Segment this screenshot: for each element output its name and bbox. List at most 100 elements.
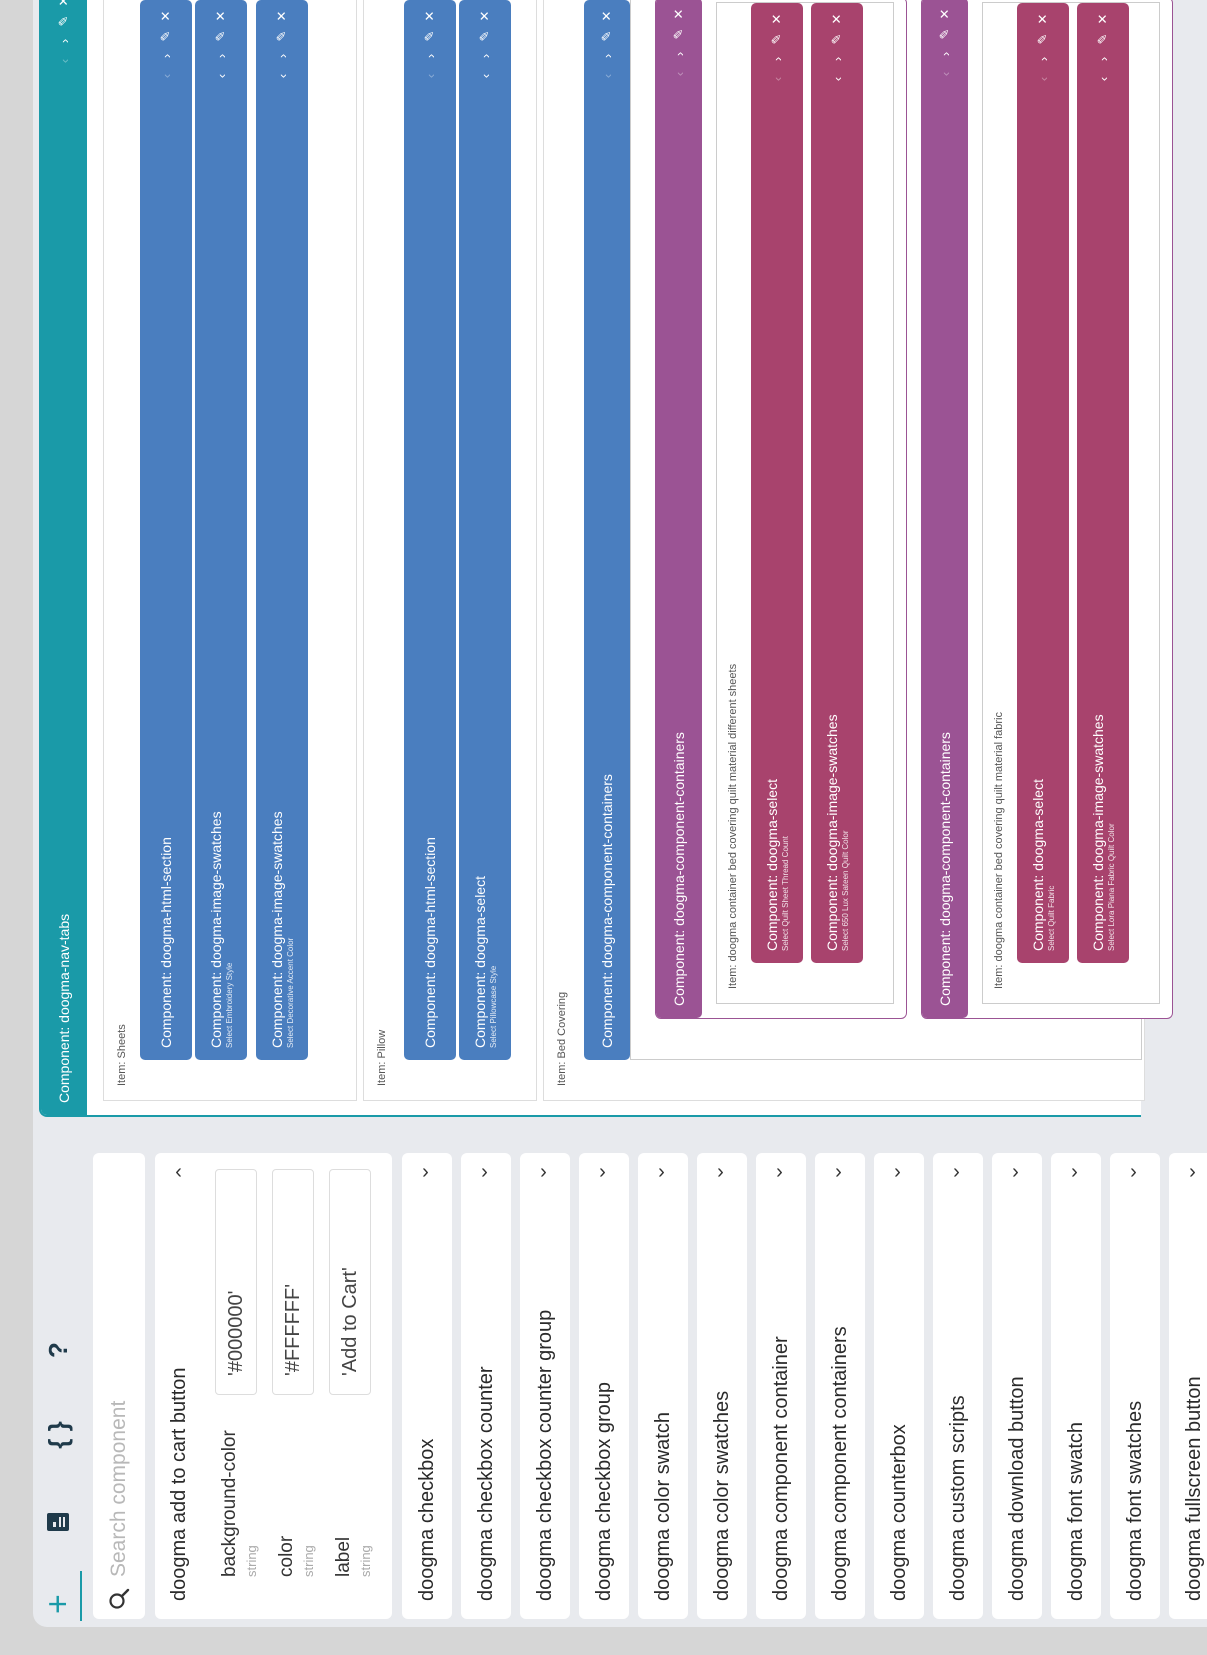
prev-arrow-icon[interactable]: ‹ xyxy=(422,73,438,79)
child-component-header[interactable]: Component: doogma-select Select Quilt She… xyxy=(751,3,803,963)
prev-arrow-icon[interactable]: ‹ xyxy=(599,73,615,79)
close-icon[interactable]: ✕ xyxy=(422,10,437,22)
edit-icon[interactable]: ✎ xyxy=(599,30,614,42)
component-card[interactable]: doogma checkbox › xyxy=(402,1153,452,1619)
component-card[interactable]: doogma checkbox group › xyxy=(579,1153,629,1619)
child-component-header[interactable]: Component: doogma-image-swatches Select 6… xyxy=(811,3,863,963)
next-arrow-icon[interactable]: › xyxy=(671,51,687,57)
close-icon[interactable]: ✕ xyxy=(56,0,71,7)
prev-arrow-icon[interactable]: ‹ xyxy=(829,76,845,82)
component-card[interactable]: doogma color swatches › xyxy=(697,1153,747,1619)
next-arrow-icon[interactable]: › xyxy=(56,38,72,44)
component-card[interactable]: doogma color swatch › xyxy=(638,1153,688,1619)
next-arrow-icon[interactable]: › xyxy=(422,53,438,59)
component-header[interactable]: Component: doogma-component-containers ‹ ›… xyxy=(584,0,630,1060)
component-header[interactable]: Component: doogma-html-section ‹ › ✎ ✕ xyxy=(140,0,192,1060)
next-arrow-icon[interactable]: › xyxy=(937,51,953,57)
close-icon[interactable]: ✕ xyxy=(829,13,844,25)
edit-icon[interactable]: ✎ xyxy=(477,30,492,42)
component-card[interactable]: doogma checkbox counter group › xyxy=(520,1153,570,1619)
help-icon[interactable]: ? xyxy=(42,1342,73,1358)
edit-icon[interactable]: ✎ xyxy=(769,33,784,45)
close-icon[interactable]: ✕ xyxy=(937,8,952,20)
component-header[interactable]: Component: doogma-select Select Pillowcas… xyxy=(459,0,511,1060)
nav-tabs-component[interactable]: Component: doogma-nav-tabs ‹ › ✎ ✕ Item: Shee… xyxy=(39,0,1173,1117)
chevron-icon[interactable]: › xyxy=(835,1160,842,1183)
component-card[interactable]: doogma font swatch › xyxy=(1051,1153,1101,1619)
edit-icon[interactable]: ✎ xyxy=(1095,33,1110,45)
edit-icon[interactable]: ✎ xyxy=(56,15,71,27)
prop-value-field[interactable]: '#000000' xyxy=(215,1169,257,1395)
edit-icon[interactable]: ✎ xyxy=(937,28,952,40)
chevron-icon[interactable]: › xyxy=(599,1160,606,1183)
chevron-icon[interactable]: › xyxy=(658,1160,665,1183)
component-card[interactable]: doogma component containers › xyxy=(815,1153,865,1619)
component-card[interactable]: doogma fullscreen button › xyxy=(1169,1153,1207,1619)
component-card[interactable]: doogma checkbox counter › xyxy=(461,1153,511,1619)
prev-arrow-icon[interactable]: ‹ xyxy=(158,73,174,79)
chevron-icon[interactable]: › xyxy=(481,1160,488,1183)
chevron-icon[interactable]: › xyxy=(894,1160,901,1183)
close-icon[interactable]: ✕ xyxy=(671,8,686,20)
next-arrow-icon[interactable]: › xyxy=(158,53,174,59)
prop-value-field[interactable]: '#FFFFFF' xyxy=(272,1169,314,1395)
close-icon[interactable]: ✕ xyxy=(599,10,614,22)
chevron-icon[interactable]: › xyxy=(1012,1160,1019,1183)
edit-icon[interactable]: ✎ xyxy=(829,33,844,45)
component-card[interactable]: doogma add to cart button › background-col… xyxy=(155,1153,392,1619)
prev-arrow-icon[interactable]: ‹ xyxy=(477,73,493,79)
prev-arrow-icon[interactable]: ‹ xyxy=(1095,76,1111,82)
chevron-icon[interactable]: › xyxy=(776,1160,783,1183)
edit-icon[interactable]: ✎ xyxy=(1035,33,1050,45)
next-arrow-icon[interactable]: › xyxy=(213,53,229,59)
containers-header[interactable]: Component: doogma-component-containers ‹ ›… xyxy=(656,0,702,1018)
close-icon[interactable]: ✕ xyxy=(1035,13,1050,25)
prev-arrow-icon[interactable]: ‹ xyxy=(671,71,687,77)
close-icon[interactable]: ✕ xyxy=(274,10,289,22)
component-card[interactable]: doogma component container › xyxy=(756,1153,806,1619)
chevron-icon[interactable]: › xyxy=(175,1161,182,1184)
edit-icon[interactable]: ✎ xyxy=(671,28,686,40)
containers-component[interactable]: Component: doogma-component-containers ‹ ›… xyxy=(655,0,907,1019)
next-arrow-icon[interactable]: › xyxy=(477,53,493,59)
containers-component[interactable]: Component: doogma-component-containers ‹ ›… xyxy=(921,0,1173,1019)
chevron-icon[interactable]: › xyxy=(1130,1160,1137,1183)
edit-icon[interactable]: ✎ xyxy=(158,30,173,42)
close-icon[interactable]: ✕ xyxy=(158,10,173,22)
edit-icon[interactable]: ✎ xyxy=(422,30,437,42)
add-icon[interactable]: + xyxy=(38,1594,77,1614)
file-icon[interactable] xyxy=(39,1503,77,1541)
next-arrow-icon[interactable]: › xyxy=(1095,56,1111,62)
child-component-header[interactable]: Component: doogma-image-swatches Select L… xyxy=(1077,3,1129,963)
component-header[interactable]: Component: doogma-image-swatches Select E… xyxy=(195,0,247,1060)
prev-arrow-icon[interactable]: ‹ xyxy=(56,58,72,64)
containers-header[interactable]: Component: doogma-component-containers ‹ ›… xyxy=(922,0,968,1018)
code-braces-icon[interactable]: { } xyxy=(42,1421,73,1449)
chevron-icon[interactable]: › xyxy=(953,1160,960,1183)
edit-icon[interactable]: ✎ xyxy=(213,30,228,42)
prev-arrow-icon[interactable]: ‹ xyxy=(1035,76,1051,82)
prev-arrow-icon[interactable]: ‹ xyxy=(769,76,785,82)
next-arrow-icon[interactable]: › xyxy=(829,56,845,62)
nav-tabs-header[interactable]: Component: doogma-nav-tabs ‹ › ✎ ✕ xyxy=(41,0,87,1115)
prev-arrow-icon[interactable]: ‹ xyxy=(274,73,290,79)
close-icon[interactable]: ✕ xyxy=(1095,13,1110,25)
component-card[interactable]: doogma download button › xyxy=(992,1153,1042,1619)
chevron-icon[interactable]: › xyxy=(422,1160,429,1183)
next-arrow-icon[interactable]: › xyxy=(274,53,290,59)
prev-arrow-icon[interactable]: ‹ xyxy=(937,71,953,77)
component-header[interactable]: Component: doogma-image-swatches Select D… xyxy=(256,0,308,1060)
close-icon[interactable]: ✕ xyxy=(769,13,784,25)
search-input[interactable] xyxy=(106,1175,132,1579)
prev-arrow-icon[interactable]: ‹ xyxy=(213,73,229,79)
next-arrow-icon[interactable]: › xyxy=(1035,56,1051,62)
component-card[interactable]: doogma font swatches › xyxy=(1110,1153,1160,1619)
close-icon[interactable]: ✕ xyxy=(477,10,492,22)
next-arrow-icon[interactable]: › xyxy=(769,56,785,62)
chevron-icon[interactable]: › xyxy=(1189,1160,1196,1183)
next-arrow-icon[interactable]: › xyxy=(599,53,615,59)
component-card[interactable]: doogma custom scripts › xyxy=(933,1153,983,1619)
close-icon[interactable]: ✕ xyxy=(213,10,228,22)
search-bar[interactable] xyxy=(93,1153,145,1619)
component-card[interactable]: doogma counterbox › xyxy=(874,1153,924,1619)
